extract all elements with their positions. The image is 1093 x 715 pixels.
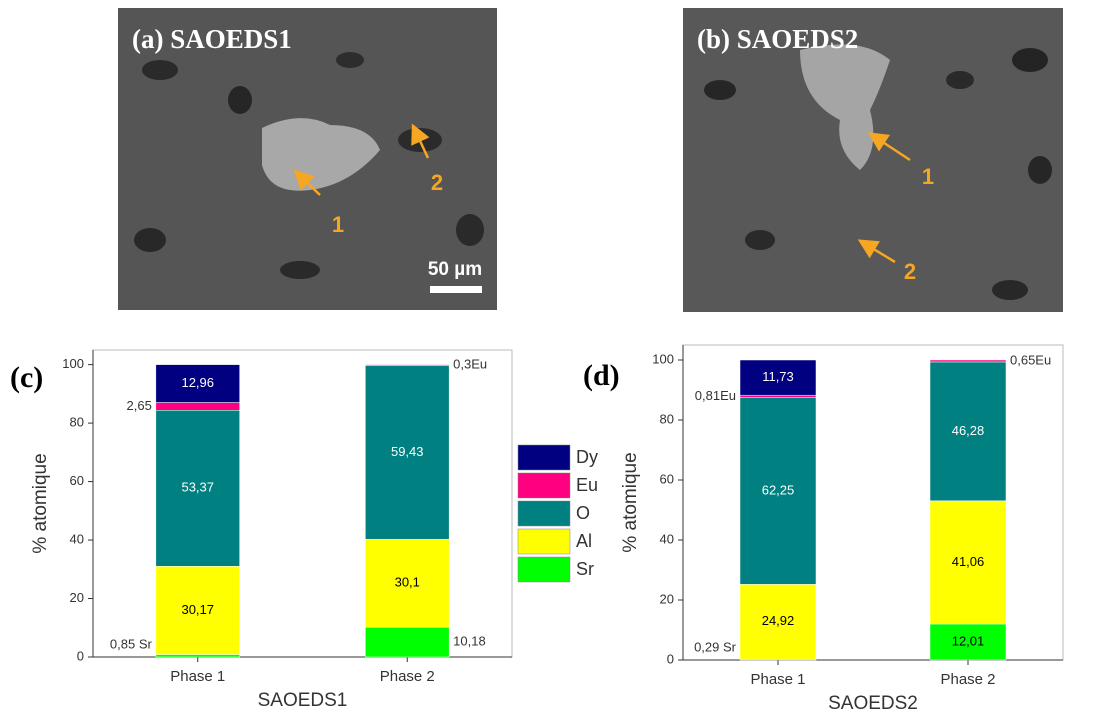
y-tick-label: 100: [652, 351, 674, 366]
y-tick-label: 20: [660, 591, 674, 606]
marker-label: 1: [922, 164, 934, 189]
light-phase: [800, 44, 890, 170]
value-label: 53,37: [181, 480, 214, 495]
bar-segment: [155, 402, 240, 411]
y-tick-label: 80: [70, 415, 84, 430]
pore: [1012, 48, 1048, 72]
value-label: 0,65Eu: [1010, 352, 1051, 367]
x-tick-label: Phase 2: [940, 671, 995, 688]
panel-label: (c): [10, 361, 43, 394]
pore: [745, 230, 775, 250]
pore: [704, 80, 736, 100]
marker-label: 2: [904, 259, 916, 284]
y-tick-label: 80: [660, 411, 674, 426]
value-label: 0,3Eu: [453, 356, 487, 371]
arrow: [857, 239, 896, 264]
value-label: 24,92: [762, 613, 795, 628]
light-phase: [262, 118, 380, 191]
bar-segment: [155, 364, 240, 403]
panel-label: (d): [583, 359, 620, 392]
pore: [336, 52, 364, 68]
bar-segment: [929, 500, 1007, 625]
pore: [134, 228, 166, 252]
bar-segment: [365, 364, 450, 366]
sem-image-b: (b) SAOEDS2 1 2: [683, 8, 1063, 312]
y-tick-label: 0: [77, 648, 84, 663]
bar-segment: [365, 626, 450, 658]
x-axis-label: SAOEDS2: [828, 693, 918, 714]
value-label: 30,17: [181, 602, 214, 617]
arrow: [867, 132, 911, 162]
value-label: 10,18: [453, 634, 486, 649]
bar-segment: [155, 654, 240, 658]
pore: [228, 86, 252, 114]
image-title: (a) SAOEDS1: [132, 24, 292, 54]
arrow: [293, 169, 321, 196]
y-tick-label: 20: [70, 590, 84, 605]
legend-swatch: [517, 500, 571, 527]
legend-label: Sr: [576, 559, 594, 579]
y-tick-label: 40: [660, 531, 674, 546]
value-label: 46,28: [952, 423, 985, 438]
y-tick-label: 0: [667, 651, 674, 666]
legend-label: Eu: [576, 475, 598, 495]
pore: [456, 214, 484, 246]
value-label: 12,01: [952, 633, 985, 648]
pore: [142, 60, 178, 80]
bar-segment: [929, 361, 1007, 502]
marker-label: 1: [332, 212, 344, 237]
bar-segment: [155, 410, 240, 567]
bar-segment: [739, 394, 817, 398]
y-axis-label: % atomique: [30, 453, 51, 553]
x-axis-label: SAOEDS1: [258, 690, 348, 711]
y-tick-label: 60: [70, 473, 84, 488]
bar-segment: [929, 359, 1007, 363]
value-label: 0,81Eu: [695, 388, 736, 403]
pore: [992, 280, 1028, 300]
pore: [280, 261, 320, 279]
legend-swatch: [517, 444, 571, 471]
x-tick-label: Phase 2: [380, 668, 435, 685]
y-tick-label: 100: [62, 356, 84, 371]
bar-segment: [365, 365, 450, 540]
bar-segment: [929, 623, 1007, 661]
bar-segment: [739, 584, 817, 660]
bar-segment: [739, 397, 817, 585]
pore: [946, 71, 974, 89]
scale-bar-label: 50 µm: [428, 259, 482, 280]
legend-swatch: [517, 528, 571, 555]
legend-label: Dy: [576, 447, 598, 467]
value-label: 30,1: [395, 575, 420, 590]
bar-segment: [365, 538, 450, 628]
image-title: (b) SAOEDS2: [697, 24, 858, 54]
legend-swatch: [517, 556, 571, 583]
legend-label: O: [576, 503, 590, 523]
arrow: [411, 123, 430, 159]
marker-label: 2: [431, 170, 443, 195]
value-label: 0,85 Sr: [110, 636, 153, 651]
bar-segment: [739, 359, 817, 396]
y-axis-label: % atomique: [620, 452, 641, 552]
y-tick-label: 40: [70, 531, 84, 546]
scale-bar: [430, 286, 482, 293]
sem-image-a: (a) SAOEDS1 1 2 50 µm: [118, 8, 497, 310]
value-label: 59,43: [391, 444, 424, 459]
x-tick-label: Phase 1: [750, 671, 805, 688]
value-label: 2,65: [127, 398, 152, 413]
y-tick-label: 60: [660, 471, 674, 486]
pore: [1028, 156, 1052, 184]
legend-swatch: [517, 472, 571, 499]
value-label: 12,96: [181, 375, 214, 390]
x-tick-label: Phase 1: [170, 668, 225, 685]
value-label: 11,73: [762, 369, 794, 384]
value-label: 62,25: [762, 482, 795, 497]
value-label: 0,29 Sr: [694, 639, 737, 654]
legend-label: Al: [576, 531, 592, 551]
value-label: 41,06: [952, 554, 985, 569]
